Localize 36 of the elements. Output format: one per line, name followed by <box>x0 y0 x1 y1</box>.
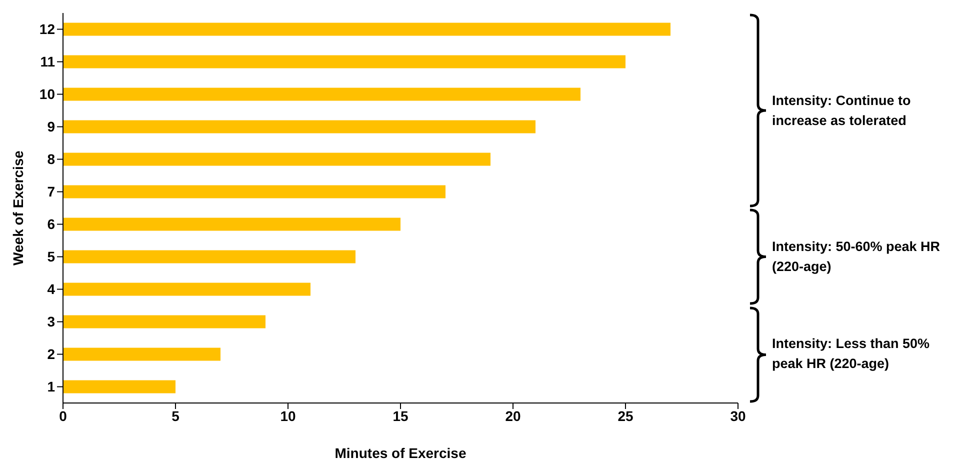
bar <box>63 22 670 36</box>
x-tick-label: 20 <box>505 408 521 424</box>
y-axis-title: Week of Exercise <box>10 150 26 266</box>
bar <box>63 218 400 231</box>
bar <box>63 348 220 361</box>
x-tick-label: 10 <box>280 408 296 424</box>
text: Intensity: Less than 50% peak HR (220-age) <box>772 335 931 374</box>
bar <box>63 380 176 394</box>
y-tick-label: 1 <box>47 378 56 395</box>
y-tick-label: 6 <box>47 216 56 232</box>
bar <box>63 152 490 166</box>
x-axis-title: Minutes of Exercise <box>334 445 466 461</box>
y-tick-label: 7 <box>47 184 56 200</box>
y-tick-label: 3 <box>47 314 56 330</box>
y-tick-label: 10 <box>39 86 56 102</box>
y-tick-label: 12 <box>39 21 56 38</box>
x-tick-label: 30 <box>730 408 746 424</box>
y-tick-label: 2 <box>47 346 56 362</box>
bar <box>63 250 356 264</box>
bar <box>63 315 266 328</box>
bar <box>63 185 446 198</box>
text: Intensity: 50-60% peak HR (220-age) <box>772 238 942 276</box>
y-tick-label: 8 <box>47 151 56 168</box>
x-tick-label: 15 <box>392 408 408 424</box>
bar <box>63 120 536 134</box>
x-tick-label: 5 <box>172 408 180 424</box>
y-tick-label: 9 <box>47 118 56 135</box>
y-tick-label: 5 <box>47 248 56 265</box>
bar <box>63 282 310 296</box>
y-tick-label: 11 <box>40 54 56 70</box>
bar <box>63 55 626 68</box>
x-tick-label: 0 <box>59 408 68 424</box>
y-tick-label: 4 <box>47 281 56 298</box>
x-tick-label: 25 <box>618 408 634 424</box>
bar <box>63 88 580 101</box>
text: Intensity: Continue to increase as tolerated <box>772 92 912 130</box>
